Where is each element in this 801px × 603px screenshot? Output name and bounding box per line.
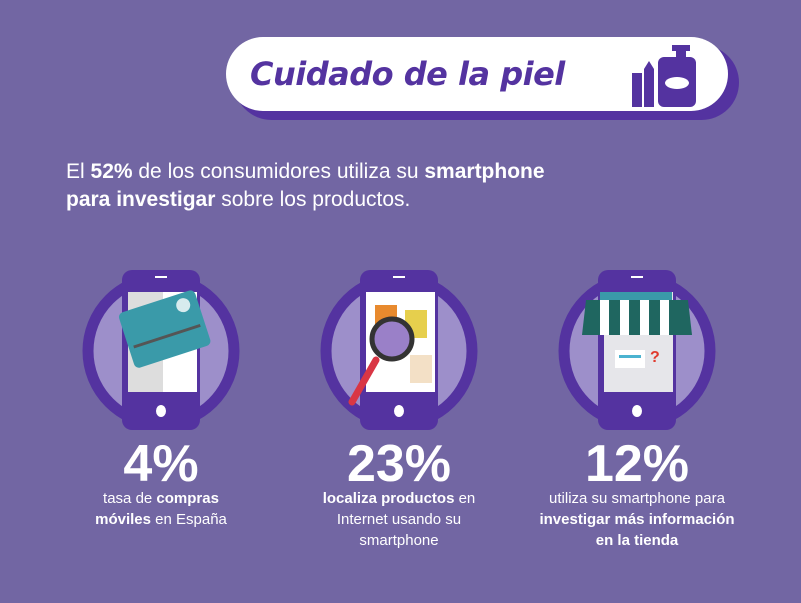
phone-store-illustration: ? — [558, 270, 716, 430]
stat-desc-compras: tasa de compras móviles en España — [95, 490, 227, 528]
credit-card-icon — [118, 290, 211, 368]
cosmetics-icon — [632, 45, 696, 107]
stat-value-localiza: 23% — [346, 435, 452, 493]
phone-card-illustration — [82, 270, 240, 430]
intro-text: El 52% de los consumidores utiliza su sm… — [66, 160, 545, 211]
stat-desc-localiza: localiza productos en Internet usando su… — [322, 490, 476, 549]
stat-desc-investigar: utiliza su smartphone para investigar má… — [539, 490, 735, 549]
banner-title: Cuidado de la piel — [250, 55, 565, 93]
title-banner: Cuidado de la piel — [226, 37, 728, 111]
stat-value-investigar: 12% — [584, 435, 690, 493]
store-awning-icon — [582, 292, 692, 335]
stat-value-compras: 4% — [123, 435, 199, 493]
magnifier-icon — [348, 316, 415, 406]
svg-text:?: ? — [650, 349, 660, 366]
phone-search-illustration — [320, 270, 478, 430]
